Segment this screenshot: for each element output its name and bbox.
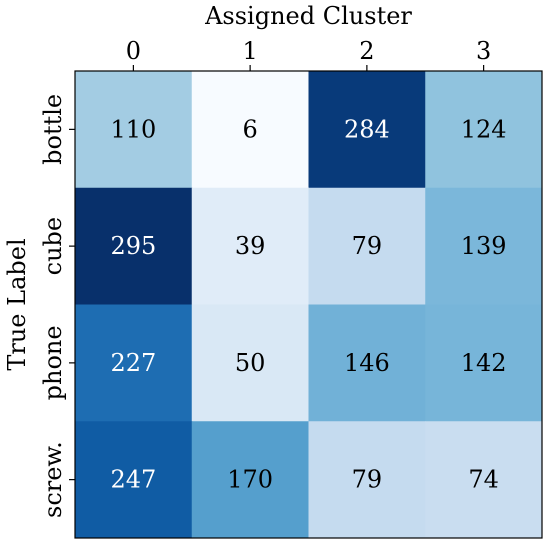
plot-frame <box>74 70 543 539</box>
heatmap-cell <box>75 421 193 539</box>
heatmap-cell <box>308 187 426 305</box>
heatmap-cell <box>191 421 309 539</box>
cell-value-label: 79 <box>352 232 383 260</box>
cell-value-label: 146 <box>344 349 390 377</box>
cell-value-label: 170 <box>227 466 273 494</box>
cell-value-label: 124 <box>461 115 507 143</box>
heatmap-cell <box>308 71 426 189</box>
cell-value-label: 110 <box>110 115 156 143</box>
heatmap-cells: 110 6 284 124 295 39 79 139 227 50 146 142 247 170 79 7… <box>75 71 543 539</box>
heatmap-cell <box>308 304 426 422</box>
cell-value-label: 227 <box>110 349 156 377</box>
heatmap-cell <box>425 304 543 422</box>
heatmap-cell <box>191 71 309 189</box>
heatmap-cell <box>75 71 193 189</box>
cell-value-label: 39 <box>235 232 266 260</box>
cell-value-label: 50 <box>235 349 266 377</box>
x-tick-label: 2 <box>359 37 374 65</box>
y-tick-label: phone <box>39 325 67 400</box>
cell-value-label: 74 <box>468 466 499 494</box>
heatmap-cell <box>191 304 309 422</box>
cell-value-label: 79 <box>352 466 383 494</box>
y-tick-label: bottle <box>39 94 67 165</box>
cell-value-label: 6 <box>242 115 257 143</box>
cell-value-label: 139 <box>461 232 507 260</box>
heatmap-cell <box>425 421 543 539</box>
heatmap-cell <box>425 187 543 305</box>
y-axis-title: True Label <box>3 238 31 370</box>
heatmap-cell <box>75 304 193 422</box>
y-tick-label: screw. <box>39 441 67 518</box>
cell-value-label: 295 <box>110 232 156 260</box>
x-tick-label: 1 <box>242 37 257 65</box>
cell-value-label: 142 <box>461 349 507 377</box>
x-tick-label: 3 <box>476 37 491 65</box>
heatmap-cell <box>425 71 543 189</box>
cell-value-label: 284 <box>344 115 390 143</box>
heatmap-cell <box>308 421 426 539</box>
x-axis-title: Assigned Cluster <box>204 2 412 30</box>
axis-ticks: 0 1 2 3 bottle cube phone screw. <box>39 37 491 518</box>
y-tick-label: cube <box>39 217 67 275</box>
x-tick-label: 0 <box>126 37 141 65</box>
cell-value-label: 247 <box>110 466 156 494</box>
heatmap-cell <box>75 187 193 305</box>
heatmap-cell <box>191 187 309 305</box>
